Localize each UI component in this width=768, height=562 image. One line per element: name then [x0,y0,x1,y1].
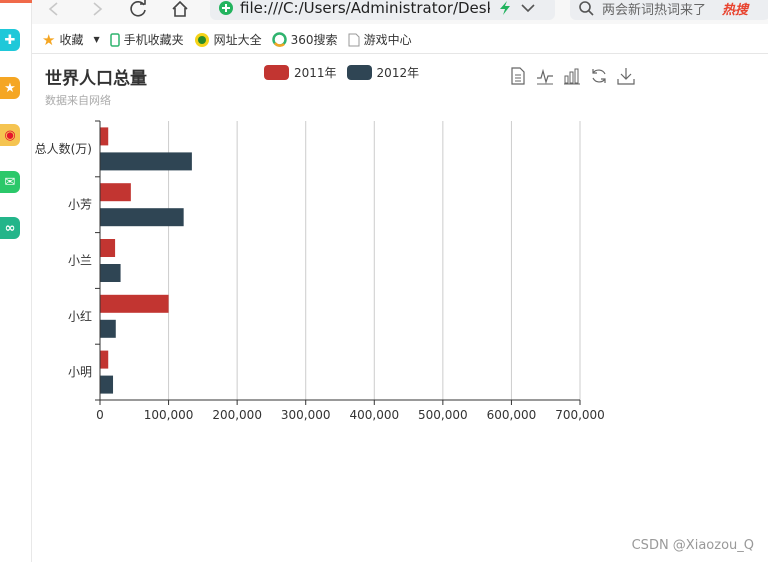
x-tick-label: 500,000 [418,408,468,422]
legend-label: 2011年 [294,66,337,80]
mail-icon[interactable]: ✉ [0,171,20,193]
bar-2011 [100,239,116,257]
chevron-right-icon [93,2,103,16]
chevron-left-icon [48,2,58,16]
line-chart-icon [537,68,553,85]
bar-chart-button[interactable] [562,66,582,86]
bookmark-label: 游戏中心 [363,33,412,47]
legend-item-2012[interactable]: 2012年 [346,64,420,81]
caret-down-icon[interactable]: ▼ [93,35,100,44]
bookmark-label: 网址大全 [213,33,262,47]
data-view-icon [511,67,525,85]
reload-button[interactable] [129,0,149,18]
bar-2011 [100,183,131,202]
save-image-icon [617,68,635,85]
bar-chart-icon [564,68,580,85]
data-view-button[interactable] [508,66,528,86]
bookmark-web-directory[interactable]: 网址大全 [194,31,262,48]
phone-icon [109,32,120,47]
bar-2011 [100,127,109,146]
chart-subtitle: 数据来自网络 [45,94,111,107]
category-label: 小红 [68,308,92,323]
forward-button[interactable] [87,0,107,18]
plus-app-icon[interactable]: ✚ [0,29,20,51]
bookmark-label: 360搜索 [290,33,338,47]
legend-label: 2012年 [376,66,420,80]
bookmark-game-center[interactable]: 游戏中心 [348,31,412,48]
x-tick-label: 600,000 [487,408,537,422]
secure-plus-icon [219,1,233,15]
restore-icon [592,69,606,83]
search-box[interactable]: 两会新词热词来了 热搜 [570,0,768,20]
bar-2011 [100,294,169,313]
address-text[interactable]: file:///C:/Users/Administrator/Desktop [240,0,490,17]
category-label: 小兰 [68,254,92,268]
bar-2012 [100,208,184,227]
link-app-icon[interactable]: ∞ [0,217,20,239]
search-placeholder: 两会新词热词来了 [602,2,707,18]
x-tick-label: 300,000 [281,408,331,422]
bar-2011 [100,350,109,369]
home-button[interactable] [170,0,190,18]
browser-sidebar: ✚ ★ ◉ ✉ ∞ [0,0,32,562]
line-chart-button[interactable] [535,66,555,86]
x-tick-label: 700,000 [555,408,605,422]
lightning-icon[interactable] [498,0,512,16]
bookmark-mobile[interactable]: 手机收藏夹 [109,31,184,48]
bookmark-favorites[interactable]: ★ 收藏 ▼ [42,31,100,49]
reload-icon [130,0,146,17]
web-directory-icon [194,32,209,47]
star-icon: ★ [42,30,56,49]
category-label: 小芳 [68,198,92,212]
address-bar[interactable]: file:///C:/Users/Administrator/Desktop [210,0,555,20]
bookmark-label: 收藏 [59,33,84,47]
star-app-icon[interactable]: ★ [0,77,20,99]
legend-swatch [346,65,372,80]
weibo-icon[interactable]: ◉ [0,124,20,146]
bar-2012 [100,152,192,171]
x-tick-label: 0 [96,408,104,422]
bookmark-label: 手机收藏夹 [123,33,184,47]
x-tick-label: 400,000 [349,408,399,422]
search-icon [579,1,594,16]
browser-toolbar: file:///C:/Users/Administrator/Desktop 两… [32,0,768,24]
restore-button[interactable] [589,66,609,86]
x-tick-label: 100,000 [144,408,194,422]
x-tick-label: 200,000 [212,408,262,422]
chevron-down-icon[interactable] [520,2,536,14]
sidebar-accent-bar [0,0,32,3]
bookmark-360-search[interactable]: 360搜索 [271,31,338,48]
bar-2012 [100,264,121,282]
search-360-icon [271,32,287,47]
bar-2012 [100,319,116,338]
back-button[interactable] [44,0,64,18]
category-label: 小明 [68,365,92,379]
legend-swatch [264,65,289,80]
chart-legend: 2011年 2012年 [264,64,429,81]
chart-toolbox [508,66,643,86]
home-icon [172,0,188,17]
legend-item-2011[interactable]: 2011年 [264,64,337,81]
save-image-button[interactable] [616,66,636,86]
hot-search-label[interactable]: 热搜 [722,2,749,18]
document-icon [348,33,360,46]
category-label: 总人数(万) [35,141,92,156]
bar-2012 [100,375,114,394]
watermark: CSDN @Xiaozou_Q [631,538,754,553]
chart-title: 世界人口总量 [45,69,147,89]
bookmarks-bar: ★ 收藏 ▼ 手机收藏夹 网址大全 360搜索 游戏中心 [32,26,768,54]
